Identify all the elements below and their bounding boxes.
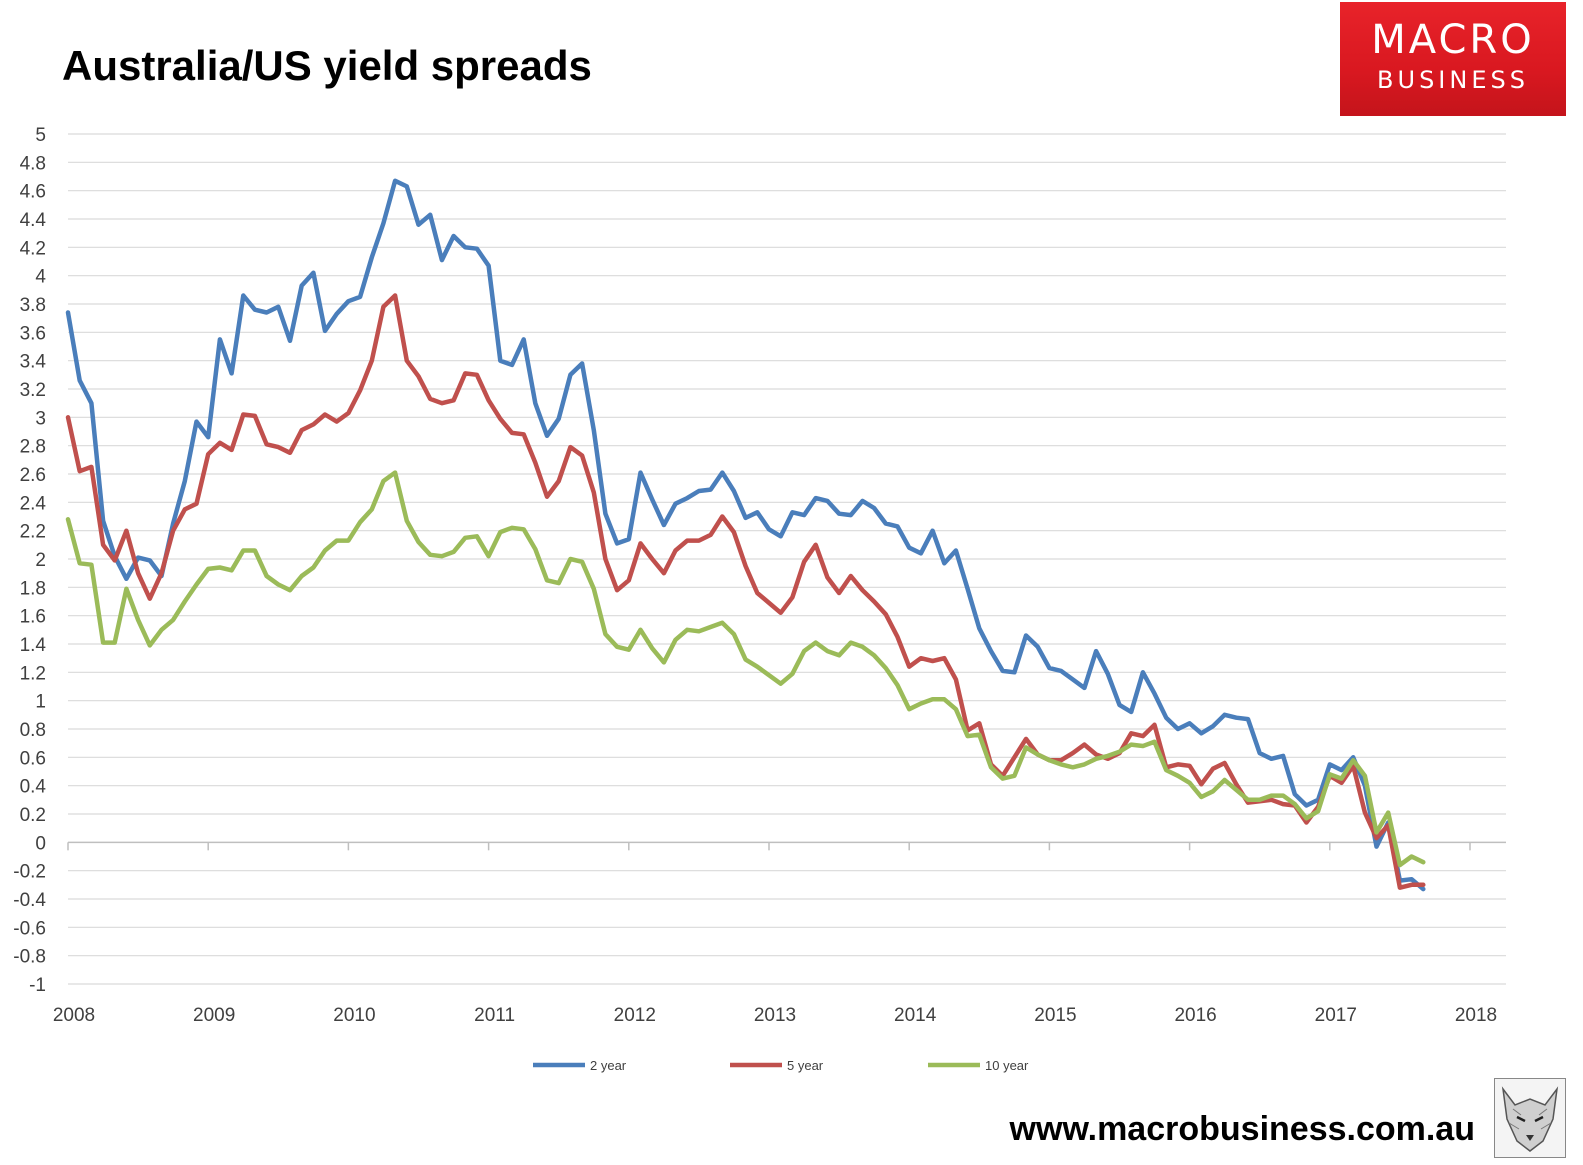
wolf-icon — [1494, 1078, 1566, 1158]
y-tick-label: 1.2 — [20, 663, 46, 684]
axes — [67, 841, 1506, 851]
x-tick-label: 2010 — [333, 1005, 375, 1026]
y-tick-label: 0.8 — [20, 720, 46, 741]
y-tick-label: 4.6 — [20, 182, 46, 203]
y-tick-label: 0.4 — [20, 777, 47, 798]
y-tick-label: 1.6 — [20, 607, 46, 628]
y-tick-label: 3.6 — [20, 323, 46, 344]
y-tick-label: -0.6 — [13, 918, 46, 939]
logo-line-2: BUSINESS — [1377, 66, 1529, 94]
legend-label: 10 year — [985, 1058, 1029, 1073]
x-tick-label: 2017 — [1315, 1005, 1357, 1026]
legend: 2 year 5 year 10 year — [533, 1058, 1029, 1073]
y-tick-label: -0.8 — [13, 947, 46, 968]
y-tick-label: 0.2 — [20, 805, 46, 826]
y-tick-label: 4.8 — [20, 153, 46, 174]
y-tick-label: 2.8 — [20, 437, 46, 458]
series-line-10-year — [65, 470, 1426, 868]
y-tick-label: 0 — [35, 833, 46, 854]
y-tick-label: 4.4 — [20, 210, 47, 231]
x-tick-label: 2015 — [1034, 1005, 1076, 1026]
y-tick-label: 3 — [35, 408, 46, 429]
legend-label: 2 year — [590, 1058, 627, 1073]
x-tick-label: 2013 — [754, 1005, 796, 1026]
x-tick-labels: 2008 2009 2010 2011 2012 2013 2014 2015 2016 2017… — [53, 1005, 1497, 1026]
y-tick-label: 2.4 — [20, 493, 47, 514]
y-tick-label: 4.2 — [20, 238, 46, 259]
y-tick-label: 3.2 — [20, 380, 46, 401]
y-tick-label: -1 — [29, 975, 46, 996]
website-url: www.macrobusiness.com.au — [1009, 1110, 1475, 1148]
y-tick-label: 4 — [35, 267, 46, 288]
y-tick-label: 2.6 — [20, 465, 46, 486]
series-lines — [65, 178, 1426, 892]
y-tick-label: 3.4 — [20, 352, 47, 373]
y-tick-label: -0.2 — [13, 862, 46, 883]
y-tick-label: 2.2 — [20, 522, 46, 543]
y-tick-label: 1.4 — [20, 635, 47, 656]
legend-label: 5 year — [787, 1058, 824, 1073]
x-tick-label: 2009 — [193, 1005, 235, 1026]
y-tick-label: 1.8 — [20, 578, 46, 599]
y-tick-label: -0.4 — [13, 890, 46, 911]
chart-title: Australia/US yield spreads — [62, 42, 592, 89]
x-tick-label: 2011 — [474, 1005, 515, 1026]
series-line-2-year — [65, 178, 1426, 892]
x-tick-label: 2016 — [1174, 1005, 1216, 1026]
x-tick-label: 2018 — [1455, 1005, 1497, 1026]
x-tick-label: 2014 — [894, 1005, 937, 1026]
y-tick-label: 0.6 — [20, 748, 46, 769]
y-tick-label: 1 — [35, 692, 46, 713]
y-tick-label: 3.8 — [20, 295, 46, 316]
macrobusiness-logo: MACRO BUSINESS — [1340, 2, 1566, 116]
x-tick-label: 2012 — [614, 1005, 656, 1026]
logo-line-1: MACRO — [1371, 17, 1535, 63]
series-line-5-year — [65, 293, 1426, 890]
y-tick-labels: -1 -0.8 -0.6 -0.4 -0.2 0 0.2 0.4 0.6 0.8 1 1.2 1.4 1.… — [13, 125, 46, 996]
y-tick-label: 5 — [35, 125, 46, 146]
x-tick-label: 2008 — [53, 1005, 95, 1026]
y-tick-label: 2 — [35, 550, 46, 571]
gridlines — [68, 133, 1506, 985]
